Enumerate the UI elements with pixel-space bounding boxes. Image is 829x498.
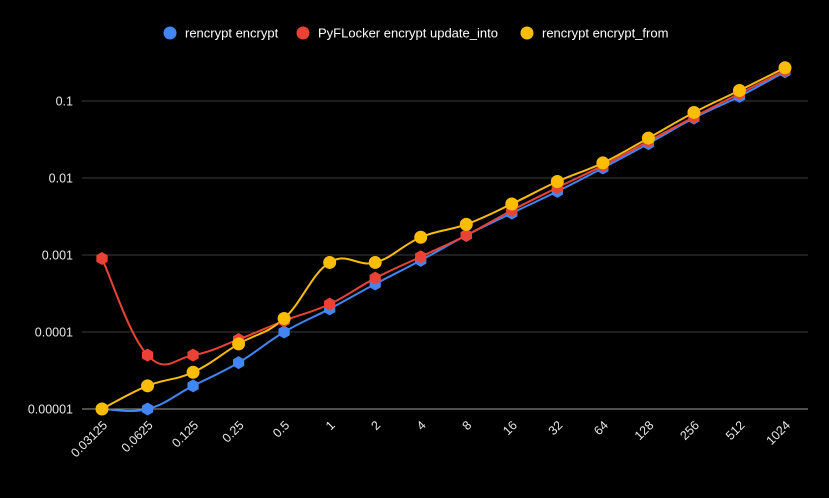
data-point: [95, 402, 109, 416]
legend-label: PyFLocker encrypt update_into: [318, 26, 498, 41]
y-axis: 0.00001 0.0001 0.001 0.01 0.1: [28, 95, 73, 417]
legend-marker: [163, 26, 177, 40]
data-point: [368, 255, 382, 269]
series-line-0: [101, 70, 786, 413]
data-point: [96, 252, 108, 266]
data-point: [550, 175, 564, 189]
data-point: [414, 230, 428, 244]
data-point: [187, 348, 199, 362]
y-tick-label: 0.1: [56, 95, 73, 109]
y-tick-label: 0.01: [49, 172, 73, 186]
legend-label: rencrypt encrypt: [185, 26, 279, 41]
gridlines: [82, 100, 808, 410]
data-point: [324, 297, 336, 311]
series-markers: [95, 61, 792, 416]
data-point: [641, 131, 655, 145]
data-point: [141, 402, 154, 416]
data-point: [277, 311, 291, 325]
legend-marker: [296, 26, 310, 40]
data-point: [232, 356, 245, 370]
series-line-1: [101, 69, 786, 366]
data-point: [141, 379, 155, 393]
data-point: [278, 325, 290, 339]
legend-label: rencrypt encrypt_from: [542, 26, 668, 41]
data-point: [187, 379, 199, 393]
data-point: [186, 365, 200, 379]
data-point: [778, 61, 792, 75]
data-point: [232, 337, 246, 351]
data-point: [323, 255, 337, 269]
series-line-2: [101, 66, 786, 410]
y-tick-label: 0.00001: [28, 403, 73, 417]
data-point: [732, 83, 746, 97]
data-point: [687, 105, 701, 119]
data-point: [460, 228, 472, 242]
data-point: [369, 271, 381, 285]
data-point: [141, 348, 154, 362]
legend-marker: [520, 26, 534, 40]
series-lines: [101, 66, 786, 413]
y-tick-label: 0.001: [42, 249, 73, 263]
data-point: [415, 250, 427, 264]
data-point: [505, 197, 519, 211]
y-tick-label: 0.0001: [35, 326, 73, 340]
data-point: [596, 156, 610, 170]
data-point: [459, 217, 473, 231]
legend: rencrypt encrypt PyFLocker encrypt update…: [163, 26, 668, 41]
